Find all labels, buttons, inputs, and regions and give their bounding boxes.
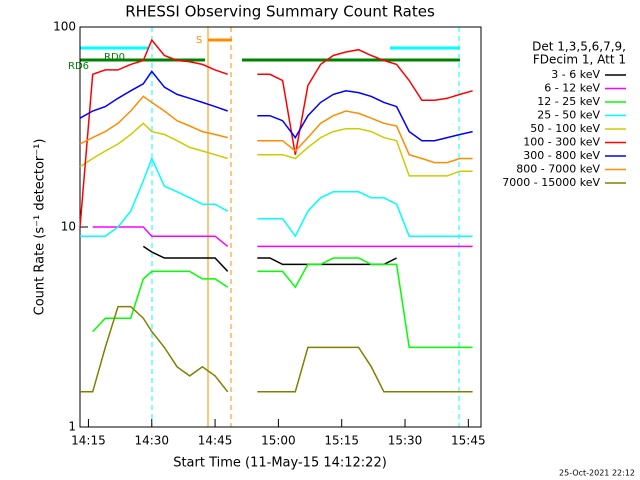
x-tick-label: 15:30 [388,434,423,448]
legend-label: 6 - 12 keV [544,82,600,95]
series-line [80,305,229,393]
series-line [79,122,228,168]
flag-label: S [196,35,202,46]
x-tick-label: 15:00 [261,434,296,448]
series-line [80,156,229,237]
flag-label: RD0 [104,52,125,63]
x-tick-label: 15:45 [451,434,486,448]
series-line [79,38,228,228]
x-tick-label: 14:15 [71,434,106,448]
y-tick-label: 10 [61,220,76,234]
series-line [142,245,229,272]
y-axis-label: Count Rate (s⁻¹ detector⁻¹) [33,139,48,316]
series-line [92,226,229,247]
legend-label: 300 - 800 keV [523,149,600,162]
y-tick-label: 1 [68,420,76,434]
series-line [257,257,473,349]
series-line [79,95,228,145]
series-line [257,90,473,142]
series-line [257,191,473,238]
legend-label: 7000 - 15000 keV [502,176,600,189]
chart-title: RHESSI Observing Summary Count Rates [125,3,435,21]
legend-label: 3 - 6 keV [551,68,600,81]
x-tick-label: 14:30 [134,434,169,448]
legend-label: 800 - 7000 keV [516,163,600,176]
series-line [257,110,473,164]
series-line [257,127,473,177]
y-tick-label: 100 [53,20,76,34]
series-line [92,270,229,333]
legend-title: Det 1,3,5,6,7,9, [532,40,626,54]
series-line [79,70,228,119]
x-tick-label: 14:45 [198,434,233,448]
legend-label: 100 - 300 keV [523,136,600,149]
flag-label: RD6 [68,61,89,72]
x-axis-label: Start Time (11-May-15 14:12:22) [173,456,387,471]
legend-label: 50 - 100 keV [530,122,600,135]
timestamp: 25-Oct-2021 22:12 [559,469,635,478]
x-tick-label: 15:15 [324,434,359,448]
series-line [257,346,473,393]
legend-label: 12 - 25 keV [537,95,600,108]
series-line [257,48,473,155]
legend-title: FDecim 1, Att 1 [533,53,626,67]
legend-label: 25 - 50 keV [537,109,600,122]
